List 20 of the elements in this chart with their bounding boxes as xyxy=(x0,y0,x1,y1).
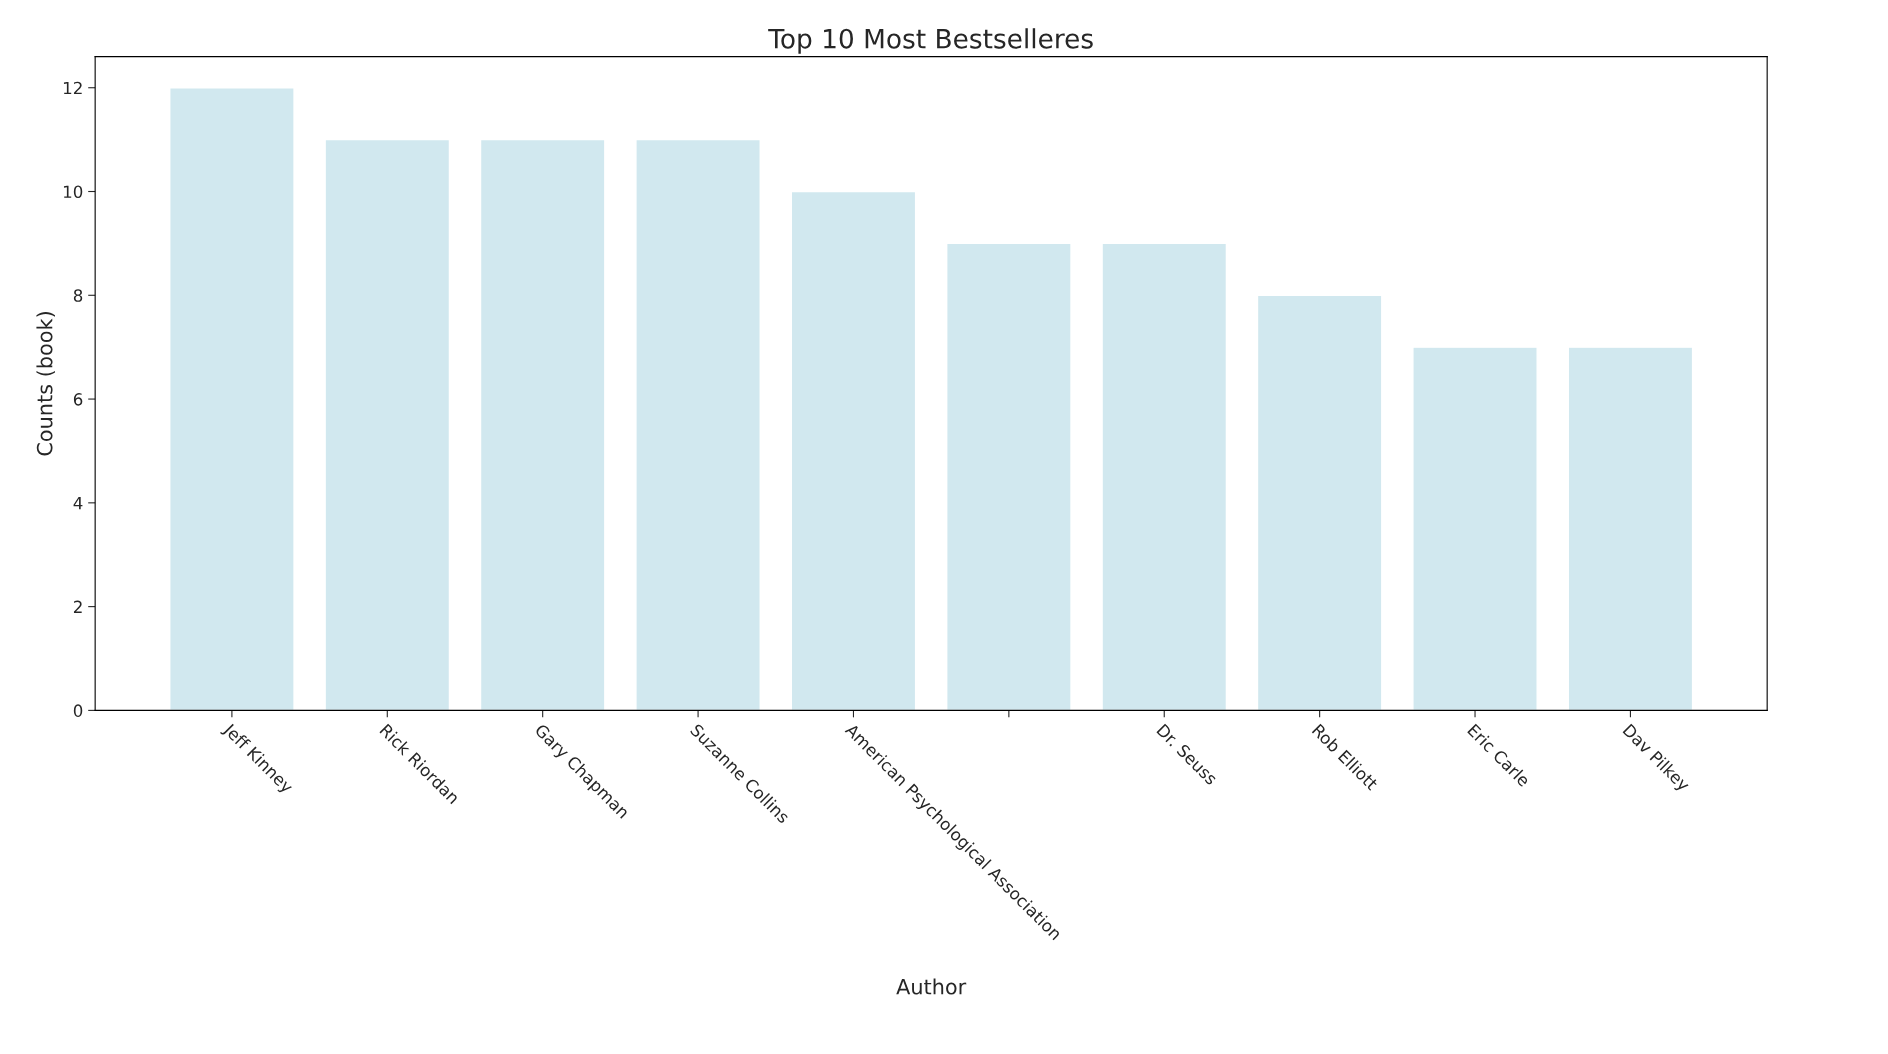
bar xyxy=(169,87,295,711)
y-tick-label: 12 xyxy=(63,81,82,95)
y-tick-label: 0 xyxy=(73,704,83,717)
bar xyxy=(1412,346,1538,711)
y-tick-label: 2 xyxy=(73,600,82,613)
y-tick-label: 8 xyxy=(73,289,83,302)
y-axis-title: Counts (book) xyxy=(36,312,55,456)
bar xyxy=(479,138,606,711)
bar xyxy=(635,138,761,711)
bar xyxy=(1567,346,1694,711)
x-axis-title: Author xyxy=(896,978,967,995)
chart-title: Top 10 Most Bestselleres xyxy=(768,28,1093,54)
bar xyxy=(790,190,917,711)
bar xyxy=(1101,242,1228,711)
bar xyxy=(946,242,1072,711)
y-tick-label: 6 xyxy=(73,393,83,406)
y-tick-label: 10 xyxy=(63,185,83,199)
bar xyxy=(1256,294,1383,711)
bar xyxy=(324,138,451,711)
y-tick-label: 4 xyxy=(73,497,83,510)
